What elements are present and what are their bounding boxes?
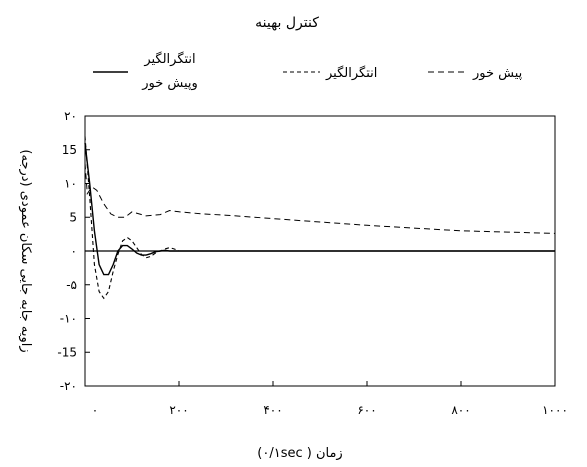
x-tick-label: ۱۰۰۰: [542, 403, 568, 417]
y-tick-label: -۱۰: [60, 312, 77, 326]
y-tick-label: -۲۰: [60, 379, 77, 393]
legend-label-integrator: انتگرالگیر: [325, 65, 377, 81]
y-axis-label: زاویه جابه جایی سکان عمودی (درجه): [18, 149, 33, 352]
legend-label-integrator-feedforward-line2: وپیش خور: [141, 76, 198, 91]
x-tick-label: ۲۰۰: [169, 403, 188, 417]
x-tick-label: ۸۰۰: [451, 403, 470, 417]
y-tick-label: ۲۰: [64, 109, 77, 123]
legend: پیش خور انتگرالگیر انتگرالگیر وپیش خور: [93, 51, 523, 91]
x-axis: ۰ ۲۰۰ ۴۰۰ ۶۰۰ ۸۰۰ ۱۰۰۰: [84, 381, 568, 417]
chart-title: کنترل بهینه: [255, 15, 319, 31]
series-line-2: [84, 142, 555, 276]
legend-label-integrator-feedforward-line1: انتگرالگیر: [143, 51, 195, 67]
x-tick-label: ۴۰۰: [263, 403, 282, 417]
y-tick-label: 15: [62, 143, 77, 157]
series-line-1: [84, 136, 555, 300]
y-tick-label: ۰: [71, 244, 77, 258]
x-axis-label: زمان ( ۰/۱sec): [257, 446, 342, 461]
y-tick-label: -۵: [66, 278, 77, 292]
series-layer: [84, 136, 556, 300]
legend-label-feedforward: پیش خور: [472, 66, 523, 81]
y-tick-label: -15: [57, 345, 77, 359]
y-tick-label: ۱۰: [64, 177, 77, 191]
x-tick-label: ۰: [92, 403, 98, 417]
x-tick-label: ۶۰۰: [357, 403, 376, 417]
y-tick-label: 5: [69, 210, 77, 224]
series-line-0: [84, 163, 556, 234]
